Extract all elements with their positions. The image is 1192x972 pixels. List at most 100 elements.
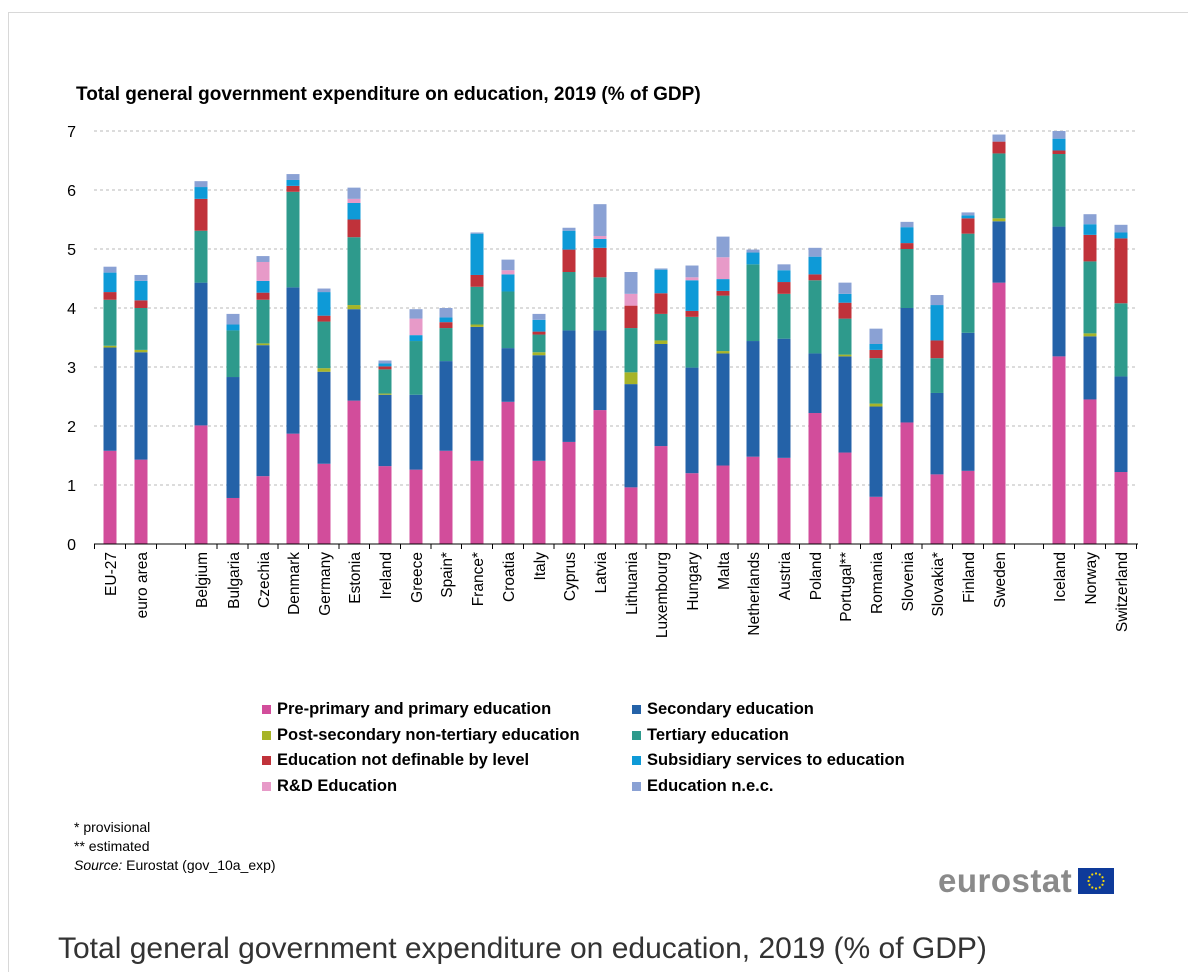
legend-swatch [632, 756, 641, 765]
x-category-label: Netherlands [746, 552, 763, 636]
bar-segment [194, 187, 208, 199]
flag-star [1102, 879, 1105, 883]
flag-star [1091, 873, 1094, 876]
x-category-label: Belgium [194, 552, 211, 608]
bar-segment [562, 227, 576, 231]
bar-segment [838, 293, 852, 303]
bar-segment [961, 233, 975, 333]
bar-segment [378, 366, 392, 370]
bar-segment [624, 328, 638, 373]
bar-segment [562, 272, 576, 331]
bar-segment [439, 308, 453, 318]
legend-item: R&D Education [262, 777, 397, 796]
bar-segment [961, 218, 975, 234]
flag-star [1088, 876, 1091, 879]
bar-segment [777, 270, 791, 283]
legend-swatch [632, 730, 641, 740]
x-category-label: Spain* [439, 552, 456, 598]
bar-segment [716, 353, 730, 466]
y-tick-label: 7 [67, 124, 76, 141]
flag-star [1091, 886, 1094, 889]
note-provisional: * provisional [74, 819, 151, 835]
bar-segment [593, 238, 607, 248]
bar-segment [409, 469, 423, 544]
x-category-label: Ireland [378, 552, 395, 599]
bar-segment [378, 393, 392, 395]
x-category-label: Austria [777, 552, 794, 601]
bar-segment [409, 335, 423, 342]
bar-segment [1083, 224, 1097, 235]
bar-segment [286, 191, 300, 288]
bar-segment [900, 243, 914, 249]
bar-segment [317, 321, 331, 369]
bar-segment [532, 319, 546, 332]
bar-segment [746, 252, 760, 265]
legend-label: Secondary education [647, 700, 814, 718]
bar-segment [286, 433, 300, 544]
figure-caption: Total general government expenditure on … [58, 932, 987, 965]
bar-segment [838, 318, 852, 355]
bar-segment [685, 473, 699, 544]
bar-segment [470, 324, 484, 327]
x-category-label: Sweden [992, 552, 1009, 608]
bar-segment [347, 237, 361, 306]
source-text: Eurostat (gov_10a_exp) [122, 857, 276, 873]
y-tick-label: 0 [67, 537, 76, 554]
legend-label: R&D Education [277, 776, 398, 795]
bar-segment [317, 315, 331, 322]
bar-segment [992, 282, 1006, 544]
x-category-label: Italy [532, 552, 549, 581]
bar-segment [1083, 336, 1097, 400]
legend-label: Education not definable by level [277, 751, 530, 769]
x-category-label: Iceland [1052, 552, 1069, 602]
bar-segment [838, 452, 852, 544]
x-category-label: Denmark [286, 552, 303, 615]
x-category-label: Malta [716, 552, 733, 590]
bar-segment [746, 249, 760, 253]
x-category-label: euro area [134, 552, 151, 619]
legend-label: Pre-primary and primary education [277, 700, 552, 718]
bar-segment [1083, 214, 1097, 225]
bar-segment [256, 476, 270, 544]
bar-segment [562, 441, 576, 544]
y-tick-label: 5 [67, 242, 76, 259]
bar-segment [654, 293, 668, 314]
legend-label: Education n.e.c. [647, 776, 774, 795]
bar-segment [900, 227, 914, 244]
y-tick-label: 1 [67, 478, 76, 495]
bar-segment [808, 274, 822, 281]
eurostat-wordmark: eurostat [938, 862, 1073, 899]
bar-segment [716, 257, 730, 280]
legend-item: Tertiary education [632, 726, 789, 745]
bar-segment [562, 230, 576, 250]
x-category-label: Finland [961, 552, 978, 603]
bar-segment [439, 317, 453, 323]
bar-segment [378, 363, 392, 367]
bar-segment [685, 280, 699, 311]
bar-segment [103, 292, 117, 300]
bar-segment [624, 487, 638, 544]
legend-item: Education not definable by level [262, 751, 529, 770]
bar-segment [930, 474, 944, 544]
bar-segment [930, 358, 944, 393]
bar-segment [624, 272, 638, 294]
bar-segment [103, 272, 117, 293]
bar-segment [838, 354, 852, 357]
bar-segment [716, 351, 730, 354]
legend-swatch [632, 705, 641, 714]
bar-segment [685, 310, 699, 317]
bar-segment [378, 360, 392, 364]
bar-segment [134, 308, 148, 350]
bar-segment [869, 403, 883, 407]
y-tick-label: 3 [67, 360, 76, 377]
bar-segment [838, 302, 852, 319]
bar-segment [378, 394, 392, 467]
x-category-label: Estonia [347, 552, 364, 604]
bar-segment [501, 270, 515, 275]
bar-segment [654, 313, 668, 341]
bar-segment [624, 293, 638, 306]
x-category-label: Lithuania [624, 552, 641, 615]
bar-segment [654, 343, 668, 447]
chart-frame [8, 12, 1188, 972]
bar-segment [317, 463, 331, 544]
